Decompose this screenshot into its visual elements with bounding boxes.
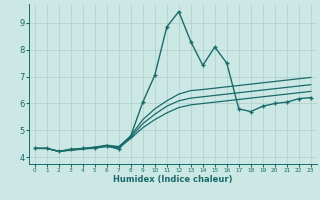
X-axis label: Humidex (Indice chaleur): Humidex (Indice chaleur)	[113, 175, 233, 184]
